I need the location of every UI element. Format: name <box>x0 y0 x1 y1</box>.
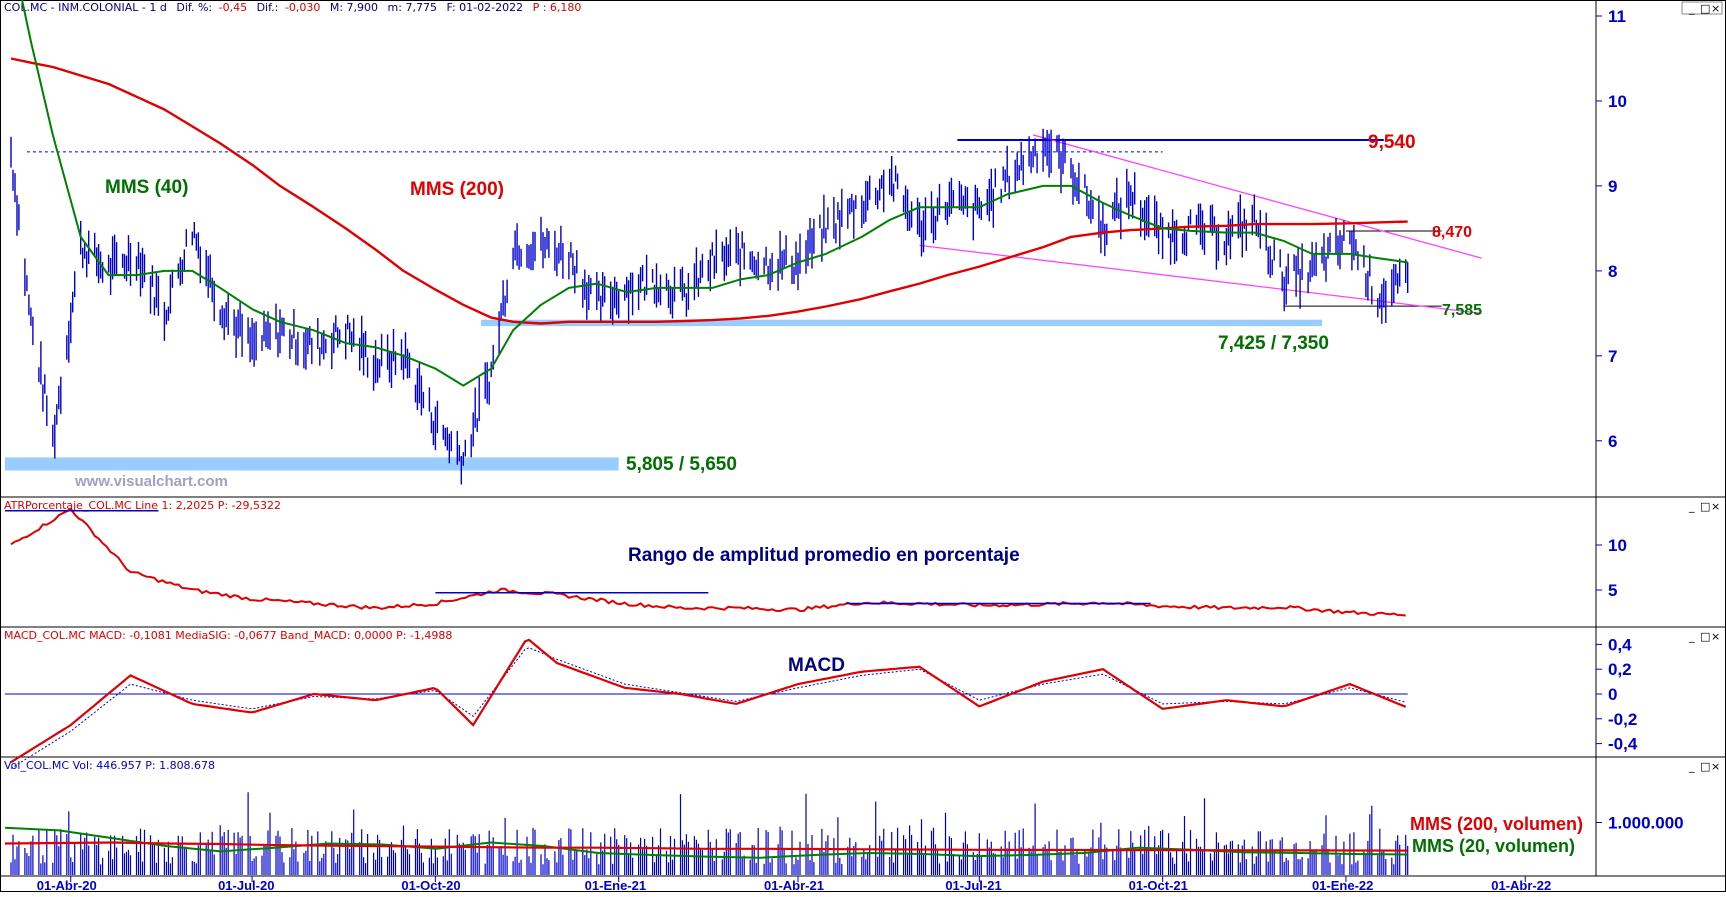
macd-minimize-button[interactable]: _ <box>1688 630 1695 643</box>
date-label: 01-Jul-21 <box>945 878 1001 892</box>
price-y-tick-label: 8 <box>1608 262 1617 281</box>
macd-signal-line <box>10 647 1406 769</box>
price-header-dif-value: -0,030 <box>285 1 320 14</box>
macd-y-tick-label: -0,4 <box>1608 735 1638 754</box>
date-label: 01-Abr-21 <box>764 878 824 892</box>
price-header-dif-label: Dif.: <box>257 1 279 14</box>
mms200-label: MMS (200) <box>410 179 504 200</box>
axes: 6 7 8 9 10 11 5 10 -0,4 -0,2 0 0,2 0,4 1.000.000 01-Ab… <box>37 7 1684 893</box>
volume-bars <box>10 792 1409 875</box>
level-9540-label: 9,540 <box>1368 132 1416 153</box>
date-label: 01-Oct-20 <box>401 878 460 892</box>
price-minimize-button[interactable]: _ <box>1688 2 1695 15</box>
watermark: www.visualchart.com <box>74 473 228 490</box>
price-header-date: F: 01-02-2022 <box>446 1 523 14</box>
atr-maximize-button[interactable]: □ <box>1700 500 1710 513</box>
date-label: 01-Abr-22 <box>1491 878 1551 892</box>
channel-upper-line <box>1032 134 1482 259</box>
macd-y-tick-label: 0 <box>1608 685 1617 704</box>
price-maximize-button[interactable]: □ <box>1700 2 1710 15</box>
atr-y-tick-label: 5 <box>1608 581 1617 600</box>
atr-window-buttons: _ □ × <box>1688 500 1720 513</box>
atr-title: Rango de amplitud promedio en porcentaje <box>628 545 1020 566</box>
macd-close-button[interactable]: × <box>1711 630 1720 643</box>
volume-header: Vol_COL.MC Vol: 446.957 P: 1.808.678 <box>4 759 215 772</box>
support-high-label: 7,425 / 7,350 <box>1218 333 1329 354</box>
price-header-difpct-label: Dif. %: <box>176 1 212 14</box>
price-window-buttons: _ □ × <box>1681 1 1723 15</box>
support-low-label: 5,805 / 5,650 <box>626 454 737 475</box>
mms40-line <box>21 0 1408 387</box>
macd-maximize-button[interactable]: □ <box>1700 630 1710 643</box>
date-label: 01-Abr-20 <box>37 878 97 892</box>
price-header-p: P : 6,180 <box>533 1 582 14</box>
price-y-tick-label: 11 <box>1608 7 1626 26</box>
macd-y-tick-label: -0,2 <box>1608 710 1637 729</box>
volume-mms200-line <box>4 841 1408 852</box>
volume-window-buttons: _ □ × <box>1688 760 1720 773</box>
date-label: 01-Ene-21 <box>585 878 646 892</box>
price-header: COL.MC - INM.COLONIAL - 1 d Dif. %: -0,4… <box>4 1 581 14</box>
mms200-line <box>10 57 1408 325</box>
volume-mms20-label: MMS (20, volumen) <box>1412 836 1575 856</box>
volume-close-button[interactable]: × <box>1711 760 1720 773</box>
macd-header: MACD_COL.MC MACD: -0,1081 MediaSIG: -0,0… <box>4 629 452 642</box>
macd-window-buttons: _ □ × <box>1688 630 1720 643</box>
volume-mms200-label: MMS (200, volumen) <box>1410 814 1583 834</box>
date-label: 01-Oct-21 <box>1129 878 1188 892</box>
price-close-button[interactable]: × <box>1711 2 1720 15</box>
atr-header: ATRPorcentaje_COL.MC Line 1: 2,2025 P: -… <box>4 499 281 512</box>
price-header-title: COL.MC - INM.COLONIAL - 1 d <box>4 1 167 14</box>
atr-close-button[interactable]: × <box>1711 500 1720 513</box>
price-header-difpct-value: -0,45 <box>219 1 247 14</box>
atr-line <box>10 507 1406 617</box>
mms40-label: MMS (40) <box>105 177 188 198</box>
level-7585-label: 7,585 <box>1442 302 1482 319</box>
price-y-tick-label: 9 <box>1608 177 1617 196</box>
atr-plot <box>5 507 1406 617</box>
macd-plot <box>5 638 1408 769</box>
macd-line <box>10 638 1407 764</box>
volume-y-tick-label: 1.000.000 <box>1608 814 1684 833</box>
macd-title: MACD <box>788 655 845 676</box>
date-label: 01-Jul-20 <box>218 878 274 892</box>
macd-y-tick-label: 0,2 <box>1608 660 1632 679</box>
price-plot <box>5 0 1482 485</box>
support-zone-low <box>5 457 619 471</box>
price-header-min: m: 7,775 <box>388 1 437 14</box>
price-buttons-frame <box>1681 1 1723 15</box>
volume-minimize-button[interactable]: _ <box>1688 760 1695 773</box>
volume-mms20-line <box>4 826 1408 859</box>
macd-y-tick-label: 0,4 <box>1608 635 1632 654</box>
volume-plot <box>4 792 1409 875</box>
support-zone-high <box>481 319 1323 327</box>
price-bars <box>10 128 1409 485</box>
atr-minimize-button[interactable]: _ <box>1688 500 1695 513</box>
price-header-max: M: 7,900 <box>330 1 378 14</box>
level-8470-label: 8,470 <box>1432 224 1472 241</box>
atr-y-tick-label: 10 <box>1608 536 1627 555</box>
volume-maximize-button[interactable]: □ <box>1700 760 1710 773</box>
price-y-tick-label: 7 <box>1608 347 1617 366</box>
date-label: 01-Ene-22 <box>1312 878 1373 892</box>
price-y-tick-label: 10 <box>1608 92 1627 111</box>
price-y-tick-label: 6 <box>1608 432 1617 451</box>
